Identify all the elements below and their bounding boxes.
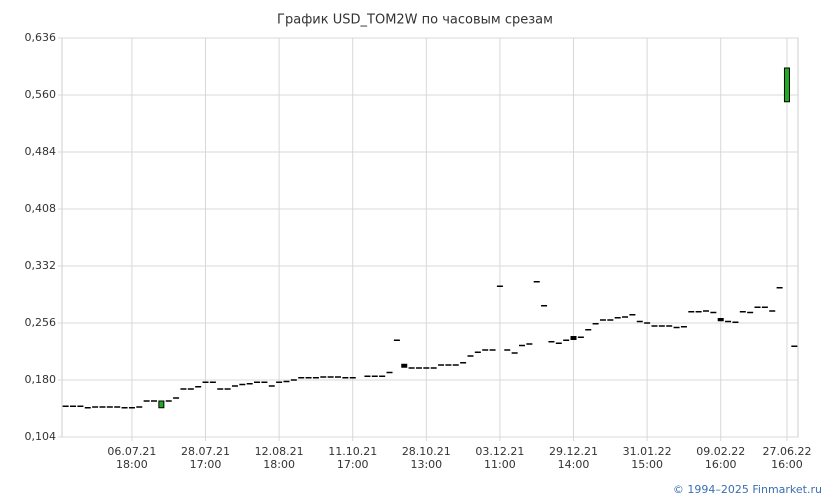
footer: © 1994–2025 Finmarket.ru — [672, 483, 822, 496]
candle — [717, 318, 724, 322]
x-tick-label: 27.06.22 16:00 — [762, 445, 812, 471]
y-tick-label: 0,256 — [25, 316, 57, 329]
x-tick-label: 28.10.21 13:00 — [401, 445, 451, 471]
y-tick-label: 0,332 — [25, 259, 57, 272]
x-tick-label: 28.07.21 17:00 — [181, 445, 230, 471]
x-tick-label: 06.07.21 18:00 — [107, 445, 157, 471]
candle — [570, 336, 577, 340]
y-tick-label: 0,408 — [25, 202, 57, 215]
y-tick-label: 0,484 — [25, 145, 57, 158]
x-tick-label: 11.10.21 17:00 — [328, 445, 378, 471]
candle — [401, 363, 408, 368]
y-tick-label: 0,636 — [25, 31, 57, 44]
x-tick-label: 31.01.22 15:00 — [622, 445, 672, 471]
x-tick-label: 12.08.21 18:00 — [254, 445, 304, 471]
plot-frame — [61, 37, 799, 438]
chart-title: График USD_TOM2W по часовым срезам — [277, 13, 553, 28]
x-tick-label: 29.12.21 14:00 — [549, 445, 598, 471]
x-tick-label: 03.12.21 11:00 — [475, 445, 525, 471]
candle — [158, 400, 165, 409]
y-tick-label: 0,560 — [25, 88, 57, 101]
x-tick-label: 09.02.22 16:00 — [696, 445, 746, 471]
candle — [783, 67, 790, 103]
y-tick-label: 0,180 — [25, 373, 57, 386]
y-tick-label: 0,104 — [25, 430, 57, 443]
